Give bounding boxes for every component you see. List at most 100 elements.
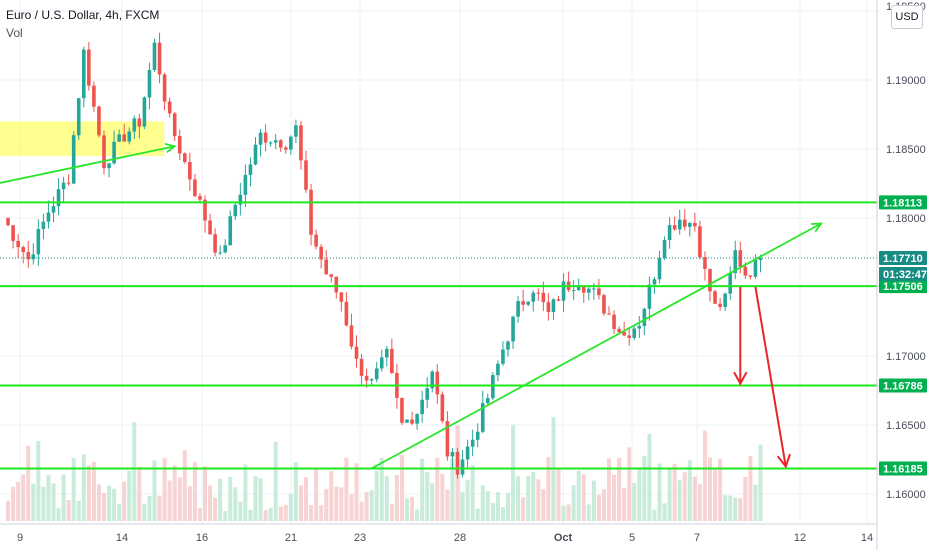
time-tick-label: 5: [629, 532, 635, 544]
candle-body: [112, 141, 116, 164]
price-axis[interactable]: 1.195001.190001.185001.180001.175001.170…: [886, 1, 926, 501]
volume-bar: [733, 497, 738, 521]
volume-bar: [642, 455, 647, 521]
level-price-label-bg: [879, 279, 927, 294]
candle-body: [21, 247, 25, 253]
volume-indicator-label[interactable]: Vol: [6, 26, 23, 40]
volume-bar: [450, 458, 455, 521]
volume-bar: [420, 458, 425, 521]
symbol-title[interactable]: Euro / U.S. Dollar, 4h, FXCM: [6, 8, 160, 22]
volume-bar: [268, 507, 273, 521]
candle-body: [41, 221, 46, 229]
volume-bar: [632, 482, 637, 521]
candle-body: [657, 258, 662, 280]
volume-bar: [218, 478, 223, 521]
candle-body: [263, 132, 268, 143]
candle-body: [122, 134, 126, 142]
price-tick-label: 1.18500: [886, 144, 926, 156]
candle-body: [435, 371, 440, 395]
candle-body: [319, 246, 323, 260]
volume-bar: [132, 422, 137, 521]
volume-bar: [470, 465, 475, 521]
candle-body: [475, 431, 480, 440]
trend-line[interactable]: [371, 222, 822, 470]
level-price-label-bg: [879, 461, 927, 476]
candle-body: [536, 292, 541, 294]
currency-button[interactable]: USD: [891, 5, 923, 29]
volume-bar: [91, 461, 96, 521]
candle-body: [6, 218, 10, 226]
candle-body: [622, 332, 626, 336]
volume-bar: [718, 458, 723, 521]
volume-bar: [556, 467, 561, 521]
candle-body: [16, 240, 20, 248]
volume-bar: [541, 489, 546, 521]
candle-body: [743, 266, 748, 276]
time-tick-label: Oct: [554, 532, 573, 544]
volume-bar: [591, 480, 596, 521]
volume-bar: [728, 495, 733, 521]
candle-body: [450, 451, 455, 457]
candle-body: [667, 225, 672, 241]
candle-body: [390, 348, 394, 374]
volume-bar: [374, 470, 379, 521]
candle-body: [369, 379, 374, 381]
candle-body: [289, 136, 293, 150]
candle-body: [379, 357, 384, 369]
down-arrow[interactable]: [754, 286, 787, 467]
candle-body: [233, 204, 238, 217]
volume-bar: [490, 502, 495, 521]
candle-body: [647, 284, 652, 309]
candle-body: [546, 302, 551, 312]
candle-body: [753, 259, 758, 277]
candle-body: [11, 225, 15, 241]
candle-body: [556, 299, 561, 301]
volume-bar: [708, 457, 712, 521]
volume-bar: [304, 477, 308, 521]
volume-bar: [652, 509, 657, 521]
volume-bar: [329, 471, 334, 521]
volume-bar: [511, 424, 516, 521]
volume-bar: [425, 472, 430, 521]
candle-body: [516, 301, 520, 317]
candle-body: [46, 212, 51, 222]
volume-bar: [192, 462, 197, 521]
candle-body: [248, 164, 253, 175]
candle-body: [374, 368, 379, 380]
volume-bar: [697, 484, 702, 521]
candle-body: [637, 325, 642, 329]
candle-body: [688, 222, 692, 227]
volume-bar: [480, 485, 485, 521]
trend-line[interactable]: [0, 145, 175, 187]
time-tick-label: 16: [196, 532, 208, 544]
trend-lines: [0, 142, 823, 470]
volume-bar: [288, 493, 293, 521]
candle-body: [309, 189, 313, 235]
candle-body: [733, 250, 738, 274]
volume-bar: [637, 467, 642, 521]
candle-body: [61, 182, 66, 190]
volume-bar: [647, 433, 652, 521]
candle-body: [465, 446, 470, 460]
volume-bars: [6, 417, 763, 521]
level-price-label: 1.16786: [883, 381, 923, 393]
volume-bar: [253, 476, 258, 521]
candle-body: [193, 179, 197, 197]
direction-arrows: [733, 286, 791, 469]
candle-body: [132, 118, 137, 132]
volume-bar: [71, 458, 76, 521]
time-axis[interactable]: 9 14 16 21 23 28 Oct 5 7 12 14: [17, 532, 873, 544]
volume-bar: [546, 457, 551, 521]
volume-bar: [672, 463, 677, 521]
volume-bar: [102, 492, 106, 521]
candle-body: [66, 182, 71, 184]
volume-bar: [76, 500, 81, 521]
highlight-zone[interactable]: [0, 121, 165, 156]
volume-bar: [86, 465, 91, 521]
candle-body: [36, 228, 41, 255]
candle-body: [273, 140, 278, 143]
volume-bar: [228, 476, 233, 521]
volume-bar: [96, 484, 101, 521]
time-tick-label: 23: [354, 532, 366, 544]
